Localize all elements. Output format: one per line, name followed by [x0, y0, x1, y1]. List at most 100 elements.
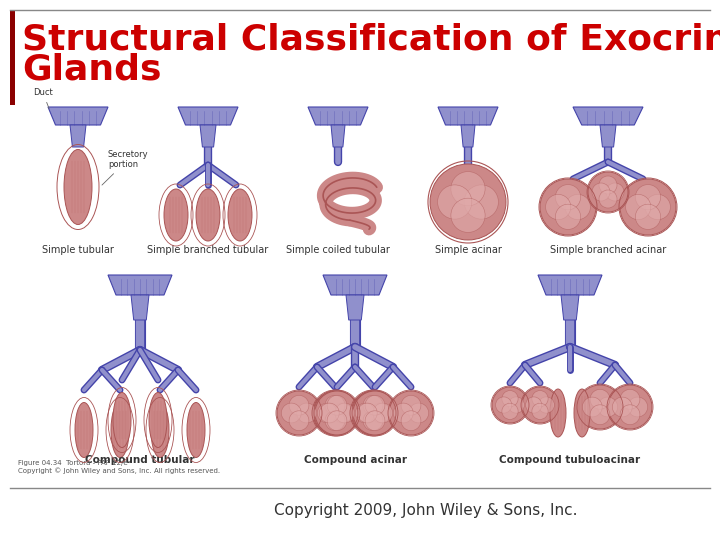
- Ellipse shape: [325, 411, 345, 430]
- Ellipse shape: [635, 185, 661, 210]
- Ellipse shape: [438, 185, 472, 219]
- Ellipse shape: [151, 402, 169, 457]
- Ellipse shape: [550, 389, 566, 437]
- Ellipse shape: [111, 402, 129, 457]
- Ellipse shape: [325, 395, 345, 415]
- Ellipse shape: [592, 183, 610, 201]
- Ellipse shape: [335, 403, 354, 423]
- Ellipse shape: [401, 395, 421, 415]
- Text: Simple branched acinar: Simple branched acinar: [550, 245, 666, 255]
- Ellipse shape: [608, 385, 652, 429]
- Ellipse shape: [590, 405, 610, 424]
- Ellipse shape: [401, 411, 421, 430]
- Ellipse shape: [373, 403, 392, 423]
- Polygon shape: [573, 107, 643, 125]
- Ellipse shape: [430, 164, 506, 240]
- Polygon shape: [346, 295, 364, 320]
- Text: Copyright 2009, John Wiley & Sons, Inc.: Copyright 2009, John Wiley & Sons, Inc.: [274, 503, 577, 517]
- Ellipse shape: [590, 389, 610, 409]
- Ellipse shape: [526, 397, 542, 413]
- Text: Structural Classification of Exocrine: Structural Classification of Exocrine: [22, 22, 720, 56]
- Ellipse shape: [356, 403, 375, 423]
- Ellipse shape: [538, 397, 554, 413]
- Polygon shape: [108, 275, 172, 295]
- Ellipse shape: [228, 189, 252, 241]
- Polygon shape: [438, 107, 498, 125]
- Ellipse shape: [606, 183, 624, 201]
- Text: Simple acinar: Simple acinar: [435, 245, 501, 255]
- Ellipse shape: [363, 411, 383, 430]
- Text: Compound tubular: Compound tubular: [85, 455, 194, 465]
- Text: Duct: Duct: [33, 88, 53, 109]
- Ellipse shape: [645, 194, 670, 220]
- Ellipse shape: [546, 194, 571, 220]
- Text: Glands: Glands: [22, 52, 161, 86]
- Ellipse shape: [327, 395, 347, 415]
- Ellipse shape: [357, 403, 377, 423]
- Ellipse shape: [327, 411, 347, 430]
- Polygon shape: [561, 295, 579, 320]
- Ellipse shape: [502, 390, 518, 407]
- Ellipse shape: [320, 403, 339, 423]
- Text: Compound tubuloacinar: Compound tubuloacinar: [500, 455, 641, 465]
- Ellipse shape: [351, 391, 395, 435]
- Ellipse shape: [555, 185, 580, 210]
- Polygon shape: [331, 125, 345, 147]
- Ellipse shape: [393, 403, 413, 423]
- Ellipse shape: [451, 172, 485, 206]
- Ellipse shape: [599, 190, 617, 208]
- Ellipse shape: [626, 194, 651, 220]
- Text: Figure 04.34  Tortora - PAP 12/e
Copyright © John Wiley and Sons, Inc. All right: Figure 04.34 Tortora - PAP 12/e Copyrigh…: [18, 460, 220, 474]
- Ellipse shape: [313, 391, 357, 435]
- Text: Secretory
portion: Secretory portion: [102, 150, 148, 185]
- Ellipse shape: [164, 189, 188, 241]
- Ellipse shape: [565, 194, 590, 220]
- Ellipse shape: [620, 405, 640, 424]
- Ellipse shape: [599, 176, 617, 194]
- Polygon shape: [200, 125, 216, 147]
- Polygon shape: [461, 125, 475, 147]
- Ellipse shape: [113, 393, 131, 448]
- Polygon shape: [131, 295, 149, 320]
- Ellipse shape: [333, 403, 353, 423]
- Text: Compound acinar: Compound acinar: [304, 455, 407, 465]
- Ellipse shape: [363, 395, 383, 415]
- Ellipse shape: [635, 204, 661, 230]
- Polygon shape: [48, 107, 108, 125]
- Ellipse shape: [75, 402, 93, 457]
- Ellipse shape: [613, 397, 632, 417]
- Ellipse shape: [365, 411, 385, 430]
- Ellipse shape: [582, 397, 602, 417]
- Text: Simple branched tubular: Simple branched tubular: [148, 245, 269, 255]
- Ellipse shape: [277, 391, 321, 435]
- Ellipse shape: [289, 411, 309, 430]
- Ellipse shape: [196, 189, 220, 241]
- Polygon shape: [600, 125, 616, 147]
- Ellipse shape: [282, 403, 301, 423]
- Ellipse shape: [495, 397, 512, 413]
- Ellipse shape: [353, 391, 397, 435]
- Ellipse shape: [365, 395, 385, 415]
- Ellipse shape: [464, 185, 498, 219]
- Ellipse shape: [451, 198, 485, 232]
- Ellipse shape: [620, 179, 676, 235]
- Polygon shape: [70, 125, 86, 147]
- Polygon shape: [308, 107, 368, 125]
- Ellipse shape: [532, 403, 548, 420]
- Ellipse shape: [522, 387, 558, 423]
- Ellipse shape: [620, 389, 640, 409]
- Ellipse shape: [315, 391, 359, 435]
- Ellipse shape: [628, 397, 647, 417]
- Ellipse shape: [578, 385, 622, 429]
- Ellipse shape: [289, 395, 309, 415]
- Polygon shape: [323, 275, 387, 295]
- Ellipse shape: [409, 403, 428, 423]
- Ellipse shape: [187, 402, 205, 457]
- Polygon shape: [178, 107, 238, 125]
- Ellipse shape: [502, 403, 518, 420]
- Ellipse shape: [598, 397, 618, 417]
- Text: Simple coiled tubular: Simple coiled tubular: [286, 245, 390, 255]
- Ellipse shape: [492, 387, 528, 423]
- Ellipse shape: [371, 403, 390, 423]
- Ellipse shape: [149, 393, 167, 448]
